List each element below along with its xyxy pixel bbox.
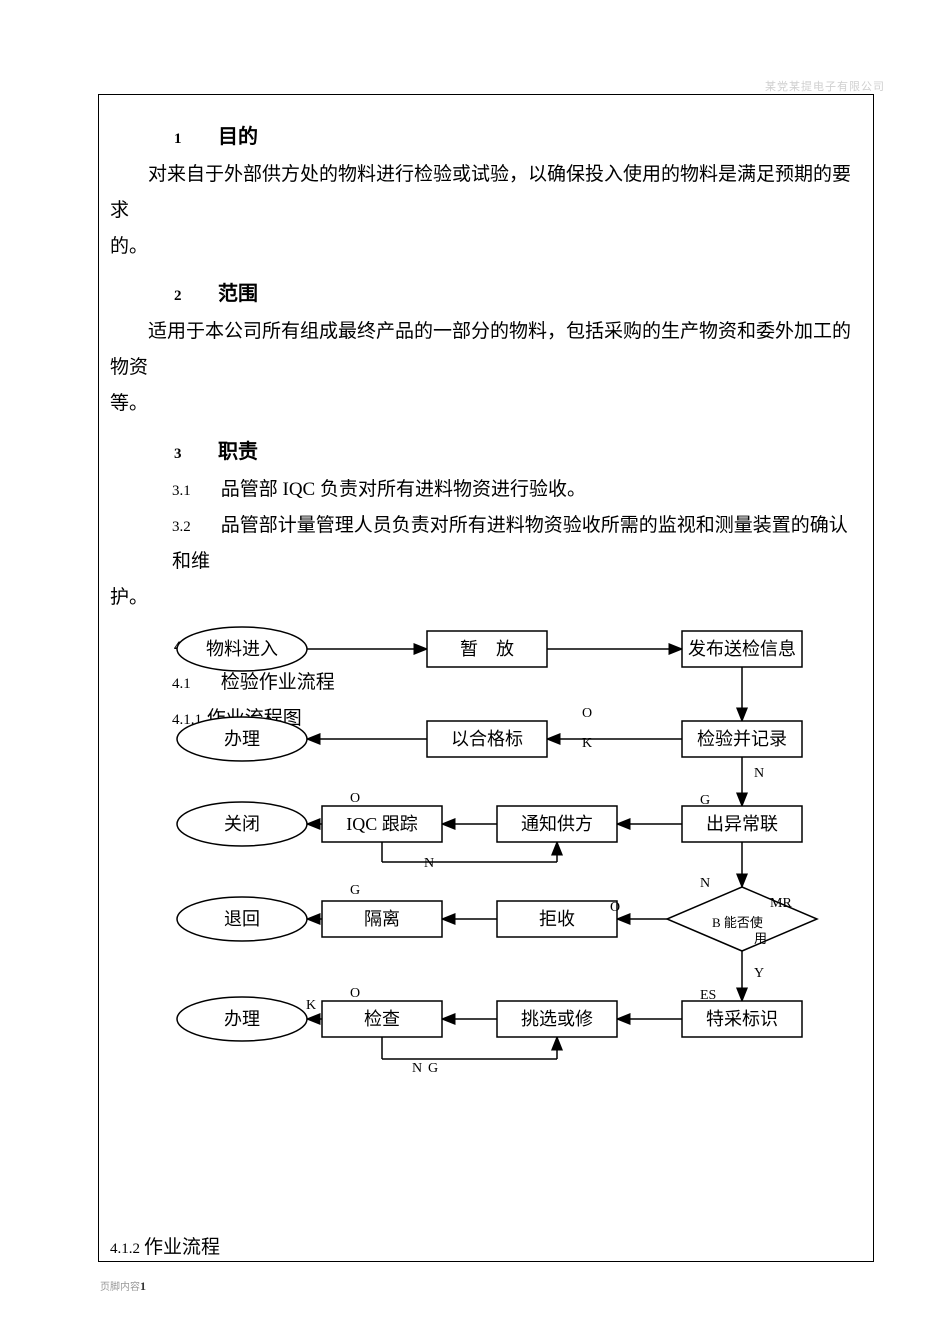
svg-text:检查: 检查 (364, 1009, 400, 1029)
section-4-1-2-num: 4.1.2 (110, 1241, 140, 1257)
section-3-1-text: 品管部 IQC 负责对所有进料物资进行验收。 (221, 479, 586, 500)
section-3-head: 3 职责 (174, 435, 862, 464)
flowchart: 物料进入 暂 放 发布送检信息办理 以合格标 检验并记录关闭 IQC 跟踪 通知供方 出异常联… (152, 564, 852, 1144)
svg-text:O: O (350, 986, 360, 1001)
section-2-title: 范围 (218, 277, 258, 306)
section-3-num: 3 (174, 446, 218, 463)
svg-text:退回: 退回 (224, 909, 260, 929)
svg-text:以合格标: 以合格标 (451, 729, 523, 749)
svg-text:O: O (582, 706, 592, 721)
section-1-body: 对来自于外部供方处的物料进行检验或试验，以确保投入使用的物料是满足预期的要求 (110, 157, 862, 229)
svg-text:用: 用 (754, 931, 767, 946)
svg-text:ES: ES (700, 988, 716, 1003)
section-3-title: 职责 (218, 435, 258, 464)
page-number: 1 (140, 1279, 146, 1293)
svg-text:拒收: 拒收 (539, 909, 575, 929)
svg-text:MR: MR (770, 896, 792, 911)
svg-text:通知供方: 通知供方 (521, 814, 593, 834)
svg-text:物料进入: 物料进入 (206, 639, 278, 659)
svg-text:B 能否使: B 能否使 (712, 915, 763, 930)
svg-text:暂 放: 暂 放 (460, 639, 514, 659)
svg-text:特采标识: 特采标识 (706, 1009, 778, 1029)
section-2-num: 2 (174, 288, 218, 305)
svg-text:Y: Y (754, 966, 764, 981)
section-2-head: 2 范围 (174, 277, 862, 306)
svg-text:关闭: 关闭 (224, 814, 260, 834)
svg-text:K: K (306, 998, 316, 1013)
section-2-tail: 等。 (110, 386, 862, 422)
section-4-1-2-text: 作业流程 (144, 1237, 220, 1258)
svg-text:G: G (350, 883, 360, 898)
svg-text:N: N (424, 856, 434, 871)
company-watermark: 某党某提电子有限公司 (765, 78, 885, 94)
svg-text:IQC 跟踪: IQC 跟踪 (346, 814, 418, 834)
section-1-title: 目的 (218, 120, 258, 149)
svg-text:G: G (700, 793, 710, 808)
page-footer: 页脚内容1 (100, 1278, 146, 1294)
svg-text:O: O (610, 900, 620, 915)
flowchart-svg: 物料进入 暂 放 发布送检信息办理 以合格标 检验并记录关闭 IQC 跟踪 通知供方 出异常联… (152, 564, 852, 1144)
section-2-body: 适用于本公司所有组成最终产品的一部分的物料，包括采购的生产物资和委外加工的物资 (110, 314, 862, 386)
svg-text:办理: 办理 (224, 1009, 260, 1029)
svg-text:K: K (582, 736, 592, 751)
svg-text:出异常联: 出异常联 (706, 814, 778, 834)
svg-text:N: N (754, 766, 764, 781)
section-1-num: 1 (174, 131, 218, 148)
svg-text:N: N (412, 1061, 422, 1076)
section-3-1: 3.1 品管部 IQC 负责对所有进料物资进行验收。 (172, 472, 862, 508)
section-1-tail: 的。 (110, 229, 862, 265)
svg-text:隔离: 隔离 (364, 909, 400, 929)
page-footer-prefix: 页脚内容 (100, 1282, 140, 1293)
section-1-head: 1 目的 (174, 120, 862, 149)
svg-text:办理: 办理 (224, 729, 260, 749)
svg-text:O: O (350, 791, 360, 806)
section-4-1-2-wrap: 4.1.2 作业流程 (110, 1232, 220, 1259)
svg-text:G: G (428, 1061, 438, 1076)
svg-text:发布送检信息: 发布送检信息 (688, 639, 796, 659)
svg-text:N: N (700, 876, 710, 891)
document-content: 1 目的 对来自于外部供方处的物料进行检验或试验，以确保投入使用的物料是满足预期… (110, 108, 862, 737)
svg-text:挑选或修: 挑选或修 (521, 1009, 593, 1029)
svg-text:检验并记录: 检验并记录 (697, 729, 787, 749)
section-3-2-num: 3.2 (172, 513, 216, 542)
section-3-1-num: 3.1 (172, 477, 216, 506)
